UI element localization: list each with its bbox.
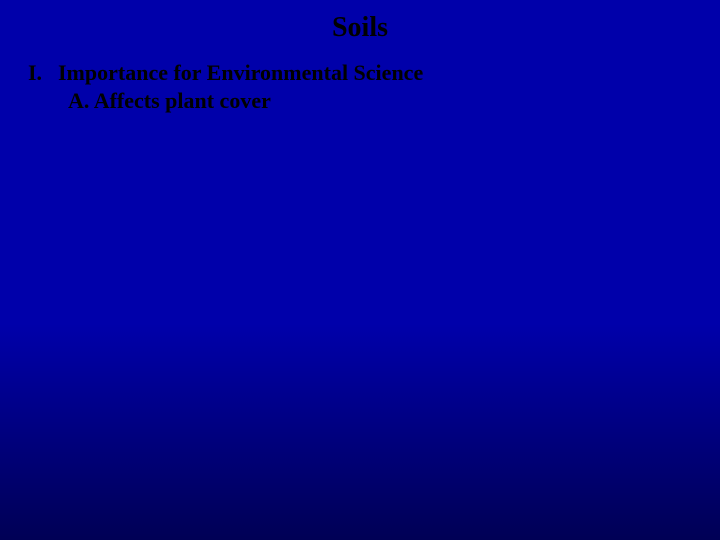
outline-marker-1: I.	[28, 60, 58, 86]
slide-title: Soils	[0, 0, 720, 52]
outline-level-1: I. Importance for Environmental Science	[28, 60, 720, 86]
outline-text-2: Affects plant cover	[94, 88, 271, 113]
outline-level-2: A. Affects plant cover	[28, 88, 720, 114]
slide-content: I. Importance for Environmental Science …	[0, 52, 720, 114]
outline-text-1: Importance for Environmental Science	[58, 60, 720, 86]
outline-marker-2: A.	[68, 88, 89, 113]
